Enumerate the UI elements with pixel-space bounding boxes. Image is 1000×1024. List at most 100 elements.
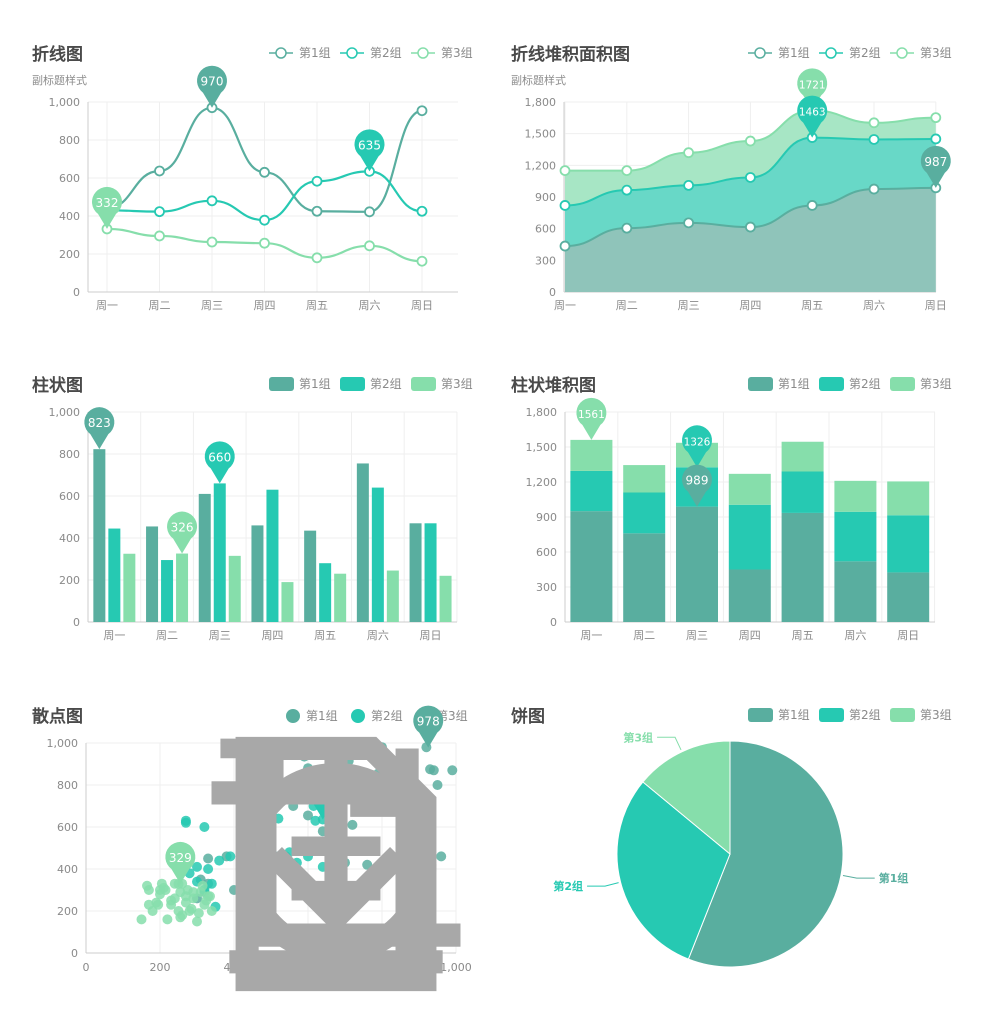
- scatter-point: [197, 880, 208, 891]
- legend-symbol: [417, 47, 429, 59]
- pie-slice-2: [616, 781, 731, 960]
- y-tick-label: 200: [59, 574, 80, 587]
- data-point: [154, 206, 165, 218]
- legend-symbol: [275, 47, 287, 59]
- bar: [439, 575, 452, 622]
- legend-label: 第1组: [778, 377, 810, 391]
- line-chart-svg: 周一 周二 周三 周四 周五 周六 周日 0 200 400 600 800 1,000 第1组 第2组 第3…: [49, 46, 473, 312]
- bar-segment: [834, 511, 877, 562]
- y-tick-label: 600: [59, 490, 80, 503]
- zoom-reset-icon[interactable]: [96, 704, 576, 1024]
- pin-label: 1721: [799, 79, 826, 91]
- bar-segment: [623, 492, 666, 534]
- y-tick-label: 1,200: [526, 476, 558, 489]
- x-tick-label: 周日: [897, 629, 919, 642]
- x-tick-label: 周日: [420, 629, 442, 642]
- legend-item-2[interactable]: 第2组: [819, 46, 881, 60]
- scatter-point: [188, 887, 199, 898]
- chart-title: 折线堆积面积图: [511, 45, 630, 65]
- legend-item-2[interactable]: 第2组: [340, 46, 402, 60]
- pin-marker: [84, 407, 115, 450]
- data-point: [868, 183, 880, 195]
- legend-item-3[interactable]: 第3组: [411, 46, 473, 60]
- legend-symbol: [351, 709, 365, 723]
- legend-item-2[interactable]: 第2组: [819, 708, 881, 722]
- data-point: [868, 117, 880, 129]
- bar: [334, 573, 347, 622]
- legend-label: 第2组: [371, 709, 403, 723]
- y-tick-label: 0: [73, 286, 80, 299]
- legend-item-3[interactable]: 第3组: [890, 708, 952, 722]
- y-tick-label: 600: [535, 223, 556, 236]
- legend-item-2[interactable]: 第2组: [819, 377, 881, 391]
- data-point: [259, 166, 270, 178]
- legend-item-1[interactable]: 第1组: [748, 377, 810, 391]
- pin-label: 329: [169, 851, 192, 865]
- pin-marker: [354, 129, 385, 172]
- bar: [424, 523, 437, 622]
- bar: [251, 525, 264, 622]
- legend-label: 第2组: [849, 377, 881, 391]
- legend-item-1[interactable]: 第1组: [269, 377, 331, 391]
- marker-pin: 326: [167, 511, 198, 554]
- legend-item-1[interactable]: 第1组: [269, 46, 331, 60]
- y-tick-label: 300: [536, 581, 557, 594]
- data-point: [311, 252, 323, 264]
- bar-segment: [676, 506, 718, 622]
- bar-segment: [570, 470, 613, 512]
- data-point: [311, 205, 323, 217]
- y-tick-label: 1,200: [525, 159, 557, 172]
- pin-label: 987: [924, 155, 947, 169]
- scatter-point: [436, 851, 447, 862]
- bar-chart-panel: 柱状图 周一 周二 周三 周四 周五 周六 周日 0 200 400 600 800 1,000 第1组 第…: [32, 371, 512, 691]
- pin-label: 978: [417, 715, 440, 729]
- legend-item-1[interactable]: 第1组: [748, 46, 810, 60]
- data-point: [259, 214, 270, 226]
- scatter-point: [175, 912, 186, 923]
- legend-symbol: [346, 47, 358, 59]
- y-tick-label: 200: [57, 905, 78, 918]
- y-tick-label: 600: [57, 821, 78, 834]
- scatter-point: [214, 855, 225, 866]
- series-area-3: [565, 110, 936, 206]
- y-tick-label: 400: [59, 532, 80, 545]
- legend-item-2[interactable]: 第2组: [340, 377, 402, 391]
- bar: [281, 582, 294, 622]
- x-tick-label: 周四: [254, 299, 276, 312]
- legend-item-1[interactable]: 第1组: [286, 709, 338, 723]
- y-tick-label: 400: [57, 863, 78, 876]
- legend-item-3[interactable]: 第3组: [411, 377, 473, 391]
- x-tick-label: 周五: [801, 299, 823, 312]
- scatter-point: [447, 765, 458, 776]
- bar: [304, 530, 317, 622]
- series-area-1: [565, 187, 936, 292]
- pin-label: 1463: [799, 107, 826, 119]
- legend-item-3[interactable]: 第3组: [890, 46, 952, 60]
- data-point: [416, 105, 428, 117]
- legend-label: 第1组: [299, 46, 331, 60]
- pie-label: 第3组: [623, 730, 653, 744]
- legend-item-1[interactable]: 第1组: [748, 708, 810, 722]
- pie-label-line: [587, 882, 619, 887]
- legend-item-3[interactable]: 第3组: [890, 377, 952, 391]
- legend-label: 第2组: [849, 46, 881, 60]
- bar: [123, 553, 136, 622]
- legend-symbol: [748, 708, 773, 722]
- x-tick-label: 周二: [633, 629, 655, 642]
- legend-symbol: [896, 47, 908, 59]
- bar: [228, 555, 241, 622]
- marker-pin: 660: [204, 441, 235, 484]
- legend-label: 第3组: [920, 708, 952, 722]
- marker-pin: 1561: [576, 397, 607, 440]
- chart-title: 散点图: [32, 707, 83, 727]
- legend-symbol: [819, 377, 844, 391]
- scatter-point: [192, 916, 202, 927]
- data-point: [868, 134, 880, 145]
- legend-item-2[interactable]: 第2组: [351, 709, 403, 723]
- x-tick-label: 周日: [411, 299, 433, 312]
- pin-marker: [920, 145, 951, 188]
- legend-symbol: [269, 377, 294, 391]
- y-tick-label: 800: [59, 134, 80, 147]
- scatter-point: [303, 810, 313, 821]
